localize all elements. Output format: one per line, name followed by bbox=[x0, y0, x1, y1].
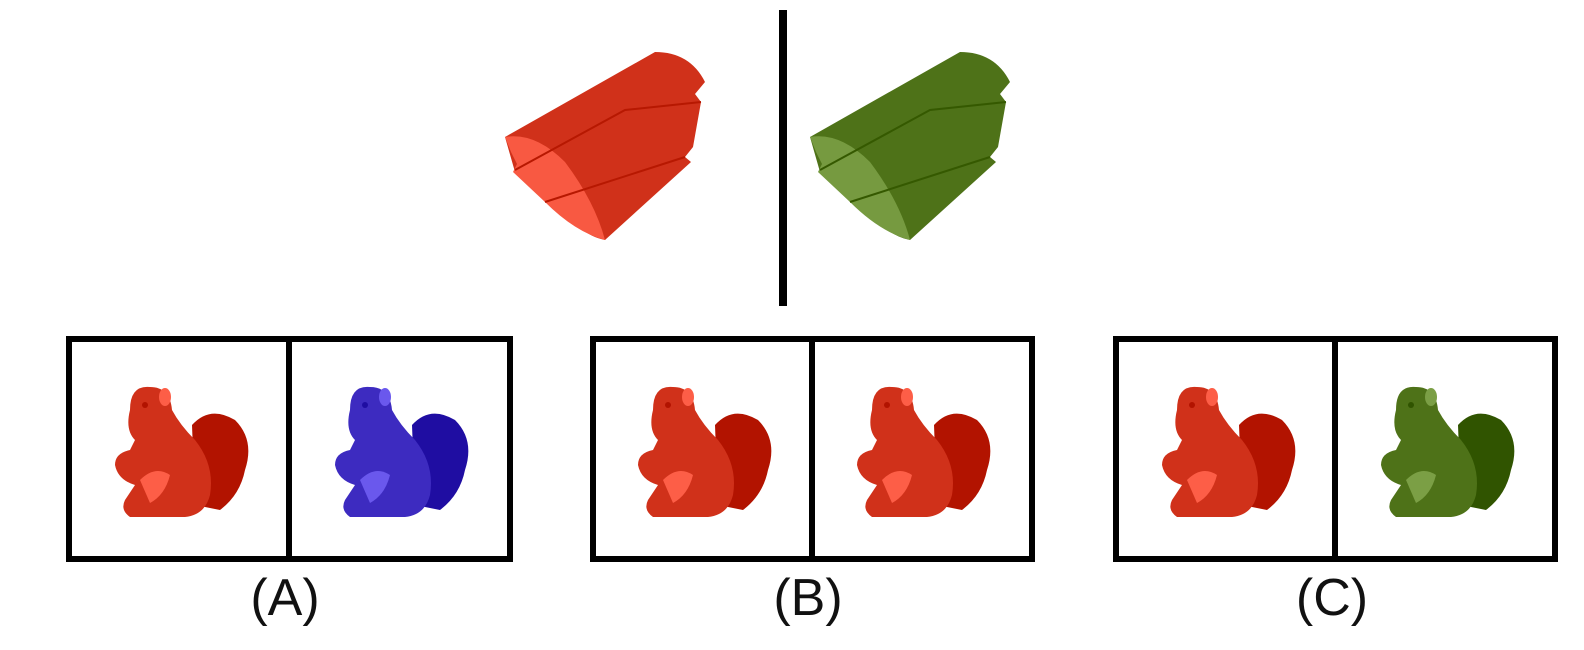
option-c-label[interactable]: (C) bbox=[1295, 569, 1369, 627]
squirrel-icon bbox=[1162, 386, 1296, 517]
option-c-panel[interactable] bbox=[1113, 336, 1558, 562]
squirrel-icon bbox=[638, 386, 772, 517]
cylinder-block-icon bbox=[505, 52, 705, 240]
squirrel-icon bbox=[335, 386, 469, 517]
option-b-panel[interactable] bbox=[590, 336, 1035, 562]
squirrel-icon bbox=[857, 386, 991, 517]
option-a-label[interactable]: (A) bbox=[250, 569, 320, 627]
option-b-label[interactable]: (B) bbox=[773, 569, 843, 627]
squirrel-icon bbox=[1381, 386, 1515, 517]
squirrel-icon bbox=[115, 386, 249, 517]
cylinder-block-icon bbox=[810, 52, 1010, 240]
option-a-panel[interactable] bbox=[66, 336, 513, 562]
